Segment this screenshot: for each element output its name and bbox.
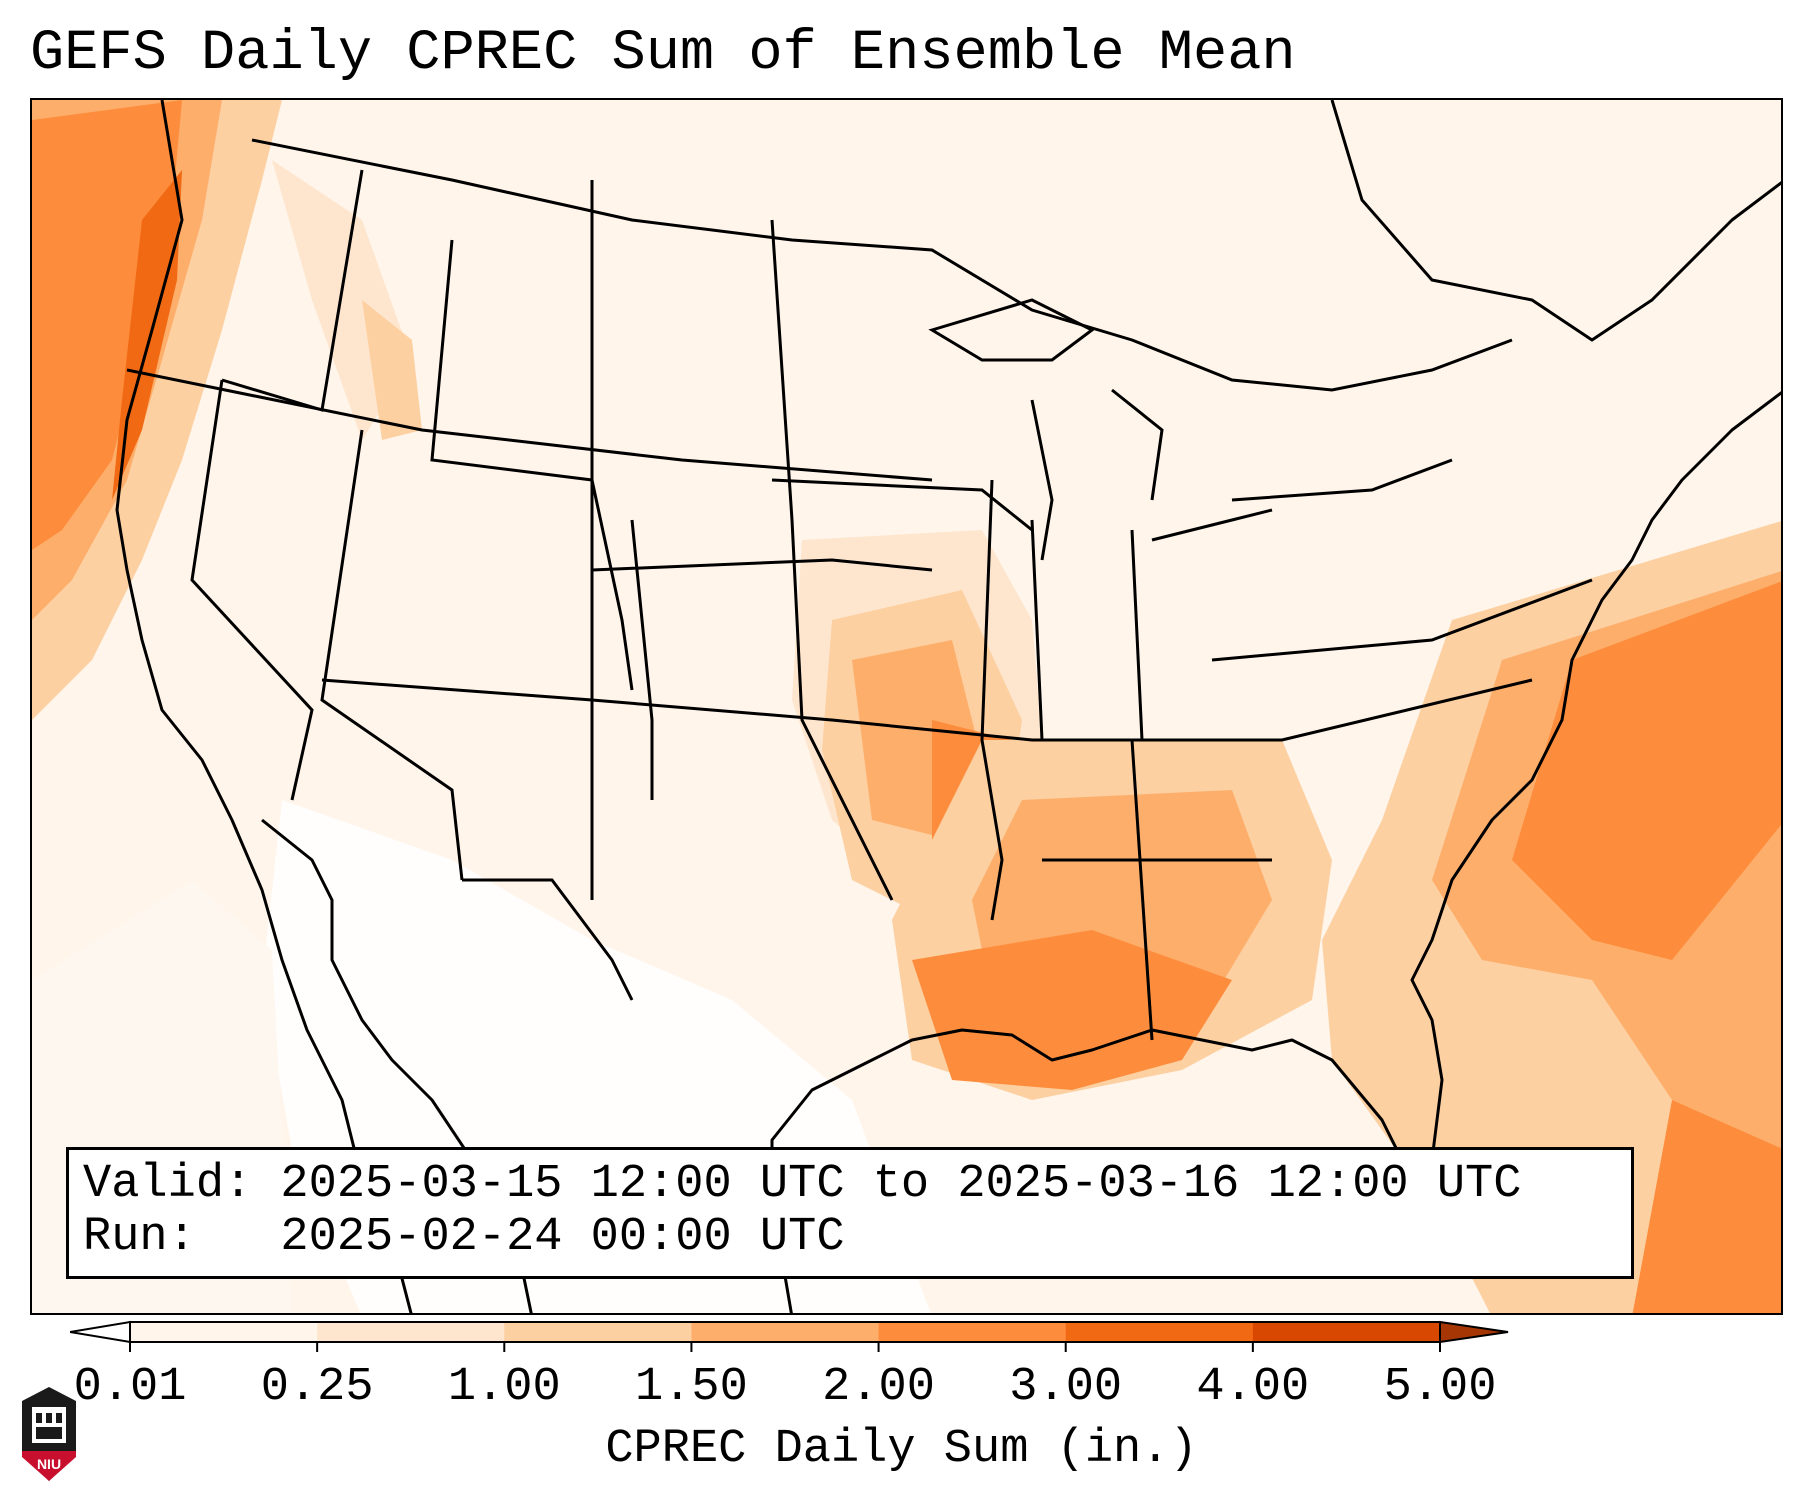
colorbar-tick-label: 2.00 <box>822 1361 935 1414</box>
colorbar-outline <box>129 1321 1441 1343</box>
pnw-band-heavy <box>32 100 182 550</box>
border-nv-ut-az <box>320 429 464 881</box>
colorbar-segment <box>878 1322 1067 1342</box>
niu-logo-icon: NIU <box>22 1387 76 1481</box>
map-title: GEFS Daily CPREC Sum of Ensemble Mean <box>30 22 1296 86</box>
canada-east-coast <box>1330 100 1781 342</box>
border-36-30 <box>321 678 1533 742</box>
border-ky-va-nc <box>1211 578 1593 662</box>
logo-text: NIU <box>37 1456 61 1472</box>
border-nm-tx <box>462 878 634 1001</box>
great-lakes <box>928 298 1273 561</box>
lake-huron <box>1111 388 1164 501</box>
lake-superior <box>928 298 1095 362</box>
colorbar-segment <box>1065 1322 1254 1342</box>
colorbar-segment <box>504 1322 692 1342</box>
lake-michigan <box>1030 399 1054 561</box>
colorbar-tick-label: 0.01 <box>73 1361 187 1414</box>
colorbar-segment <box>317 1322 505 1342</box>
gulf-heavy <box>912 930 1232 1090</box>
caribbean-heavy <box>1632 1100 1781 1313</box>
colorbar-segment <box>691 1322 880 1342</box>
colorbar-extend-under <box>70 1320 131 1344</box>
valid-line: Valid: 2025-03-15 12:00 UTC to 2025-03-1… <box>83 1158 1522 1211</box>
colorbar-tick-label: 0.25 <box>260 1361 374 1414</box>
colorbar-segment <box>1252 1322 1441 1342</box>
lake-erie <box>1151 508 1273 542</box>
run-line: Run: 2025-02-24 00:00 UTC <box>83 1211 845 1264</box>
colorbar-tick-label: 1.00 <box>447 1361 561 1414</box>
colorbar-tick-label: 3.00 <box>1009 1361 1123 1414</box>
idaho-light <box>362 300 422 440</box>
pnw-band-core <box>112 170 182 500</box>
border-ca-nv <box>190 379 314 801</box>
border-or-ca-nv <box>126 368 933 482</box>
map-canvas <box>32 100 1781 1313</box>
border-sd-ia <box>771 478 1033 532</box>
border-mississippi-river <box>980 479 1004 921</box>
pacific-coastline <box>115 100 413 1313</box>
border-al-ga <box>1130 739 1154 1041</box>
valid-time-box: Valid: 2025-03-15 12:00 UTC to 2025-03-1… <box>66 1147 1634 1279</box>
colorbar-tick-label: 4.00 <box>1196 1361 1310 1414</box>
state-borders <box>126 138 1593 1041</box>
border-co-ks <box>630 519 654 800</box>
border-dakotas-ks-ok <box>770 219 894 901</box>
us-canada-border <box>251 138 1513 392</box>
colorbar <box>70 1320 1509 1352</box>
colorbar-extend-over <box>1439 1320 1509 1344</box>
border-ne-ks <box>591 558 933 572</box>
precipitation-map <box>30 98 1783 1315</box>
colorbar-tick-label: 1.50 <box>635 1361 748 1414</box>
atlantic-heavy <box>1512 581 1781 960</box>
colorbar-tick-label: 5.00 <box>1383 1361 1497 1414</box>
border-il-in <box>1030 519 1044 741</box>
border-pa-ny <box>1231 458 1453 502</box>
colorbar-segment <box>130 1322 318 1342</box>
colorbar-label: CPREC Daily Sum (in.) <box>605 1423 1198 1476</box>
border-in-oh <box>1130 529 1144 741</box>
